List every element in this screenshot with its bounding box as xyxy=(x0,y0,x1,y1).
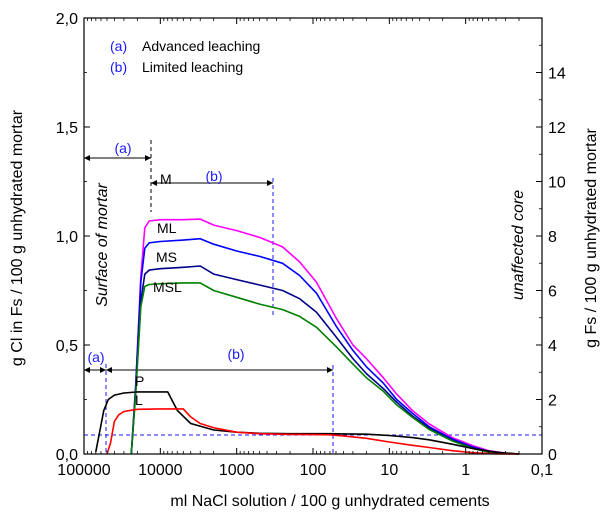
series-line-ml xyxy=(130,237,520,455)
series-label-p: P xyxy=(135,373,144,389)
plot-frame xyxy=(83,17,543,455)
arrow-head xyxy=(84,367,90,373)
legend-text-b: Limited leaching xyxy=(142,59,243,75)
x-tick-label: 0,1 xyxy=(531,462,553,479)
arrow-head xyxy=(151,180,157,186)
y2-tick-label: 12 xyxy=(548,120,566,137)
axis-ticks: 100000 10000 1000 100 10 1 0,1 0,0 0,5 1,0 1,5 2,0 0… xyxy=(56,11,566,479)
legend-text-a: Advanced leaching xyxy=(142,38,260,54)
y2-tick-label: 4 xyxy=(548,338,557,355)
surface-label: Surface of mortar xyxy=(94,183,111,307)
range-b-upper: (b) xyxy=(205,168,222,184)
y-tick-label: 1,5 xyxy=(56,120,78,137)
arrow-head xyxy=(100,367,106,373)
y-tick-label: 0,0 xyxy=(56,447,78,464)
arrow-head xyxy=(327,367,333,373)
y-axis-title: g Cl in Fs / 100 g unhydrated mortar xyxy=(9,109,26,366)
series-label-ms: MS xyxy=(156,249,177,265)
arrow-head xyxy=(267,180,273,186)
legend-key-a: (a) xyxy=(110,38,127,54)
arrow-head xyxy=(145,155,151,161)
series-line-l xyxy=(106,408,520,455)
legend-key-b: (b) xyxy=(110,59,127,75)
range-a-upper: (a) xyxy=(114,140,131,156)
x-tick-label: 10 xyxy=(380,462,398,479)
arrow-head xyxy=(84,155,90,161)
series-line-msl xyxy=(130,282,520,455)
arrow-head xyxy=(106,367,112,373)
y2-tick-label: 8 xyxy=(548,229,557,246)
y2-tick-label: 2 xyxy=(548,393,557,410)
guide-lines xyxy=(84,140,542,454)
y-tick-label: 2,0 xyxy=(56,11,78,28)
x-tick-label: 100 xyxy=(300,462,327,479)
series-line-m xyxy=(130,218,520,455)
core-label: unaffected core xyxy=(510,190,527,300)
series-line-p xyxy=(95,391,520,455)
series-lines: M ML MS MSL PL xyxy=(95,171,520,455)
series-label-l: L xyxy=(135,392,143,408)
series-label-ml: ML xyxy=(157,220,177,236)
y2-axis-title: g Fs / 100 g unhydrated mortar xyxy=(583,127,600,347)
y2-tick-label: 10 xyxy=(548,175,566,192)
y2-tick-label: 0 xyxy=(548,447,557,464)
x-tick-label: 1 xyxy=(461,462,470,479)
x-axis-title: ml NaCl solution / 100 g unhydrated ceme… xyxy=(170,493,489,510)
range-b-lower: (b) xyxy=(227,346,244,362)
x-tick-label: 1000 xyxy=(219,462,255,479)
x-tick-label: 100000 xyxy=(57,462,110,479)
y-tick-label: 0,5 xyxy=(56,338,78,355)
y2-tick-label: 6 xyxy=(548,284,557,301)
y2-tick-label: 14 xyxy=(548,66,566,83)
legend: (a) Advanced leaching (b) Limited leachi… xyxy=(110,38,260,75)
series-label-msl: MSL xyxy=(153,279,182,295)
series-line-ms xyxy=(130,265,520,455)
series-label-m: M xyxy=(160,171,172,187)
range-a-lower: (a) xyxy=(87,349,104,365)
x-tick-label: 10000 xyxy=(138,462,183,479)
y-tick-label: 1,0 xyxy=(56,229,78,246)
